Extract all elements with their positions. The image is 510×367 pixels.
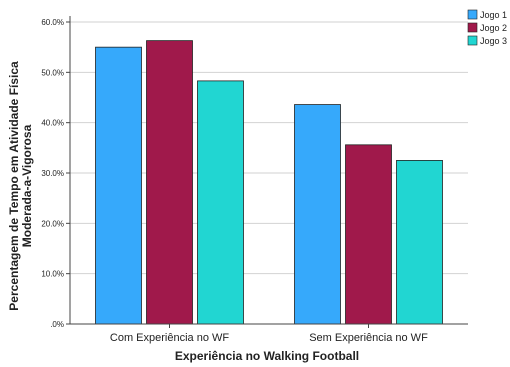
bar	[345, 144, 392, 325]
y-tick-label: 60.0%	[41, 18, 64, 27]
bar	[95, 46, 142, 325]
y-axis-ticks: .0% 10.0% 20.0% 30.0% 40.0% 50.0% 60.0%	[41, 18, 70, 329]
legend-swatch	[467, 35, 478, 46]
y-axis-title: Percentagem de Tempo em Atividade Física…	[7, 61, 34, 311]
legend: Jogo 1 Jogo 2 Jogo 3	[467, 9, 507, 46]
y-tick-label: 40.0%	[41, 119, 64, 128]
x-tick-label: Sem Experiência no WF	[309, 332, 428, 344]
legend-label: Jogo 3	[480, 36, 507, 46]
legend-swatch	[467, 22, 478, 33]
bar	[294, 104, 341, 325]
y-tick-label: .0%	[50, 320, 64, 329]
legend-label: Jogo 1	[480, 10, 507, 20]
y-tick-label: 10.0%	[41, 270, 64, 279]
x-axis-ticks: Com Experiência no WF Sem Experiência no …	[110, 324, 428, 344]
legend-swatch	[467, 9, 478, 20]
bar	[146, 40, 193, 325]
legend-label: Jogo 2	[480, 23, 507, 33]
x-tick-label: Com Experiência no WF	[110, 332, 229, 344]
y-tick-label: 50.0%	[41, 68, 64, 77]
x-axis-title: Experiência no Walking Football	[175, 349, 359, 363]
bar	[197, 80, 244, 325]
y-tick-label: 30.0%	[41, 169, 64, 178]
y-tick-label: 20.0%	[41, 219, 64, 228]
y-axis-title-line-2: Moderada-a-Vigorosa	[20, 124, 34, 247]
bar	[396, 160, 443, 325]
y-axis-title-line-1: Percentagem de Tempo em Atividade Física	[7, 61, 21, 311]
bars	[95, 40, 443, 325]
